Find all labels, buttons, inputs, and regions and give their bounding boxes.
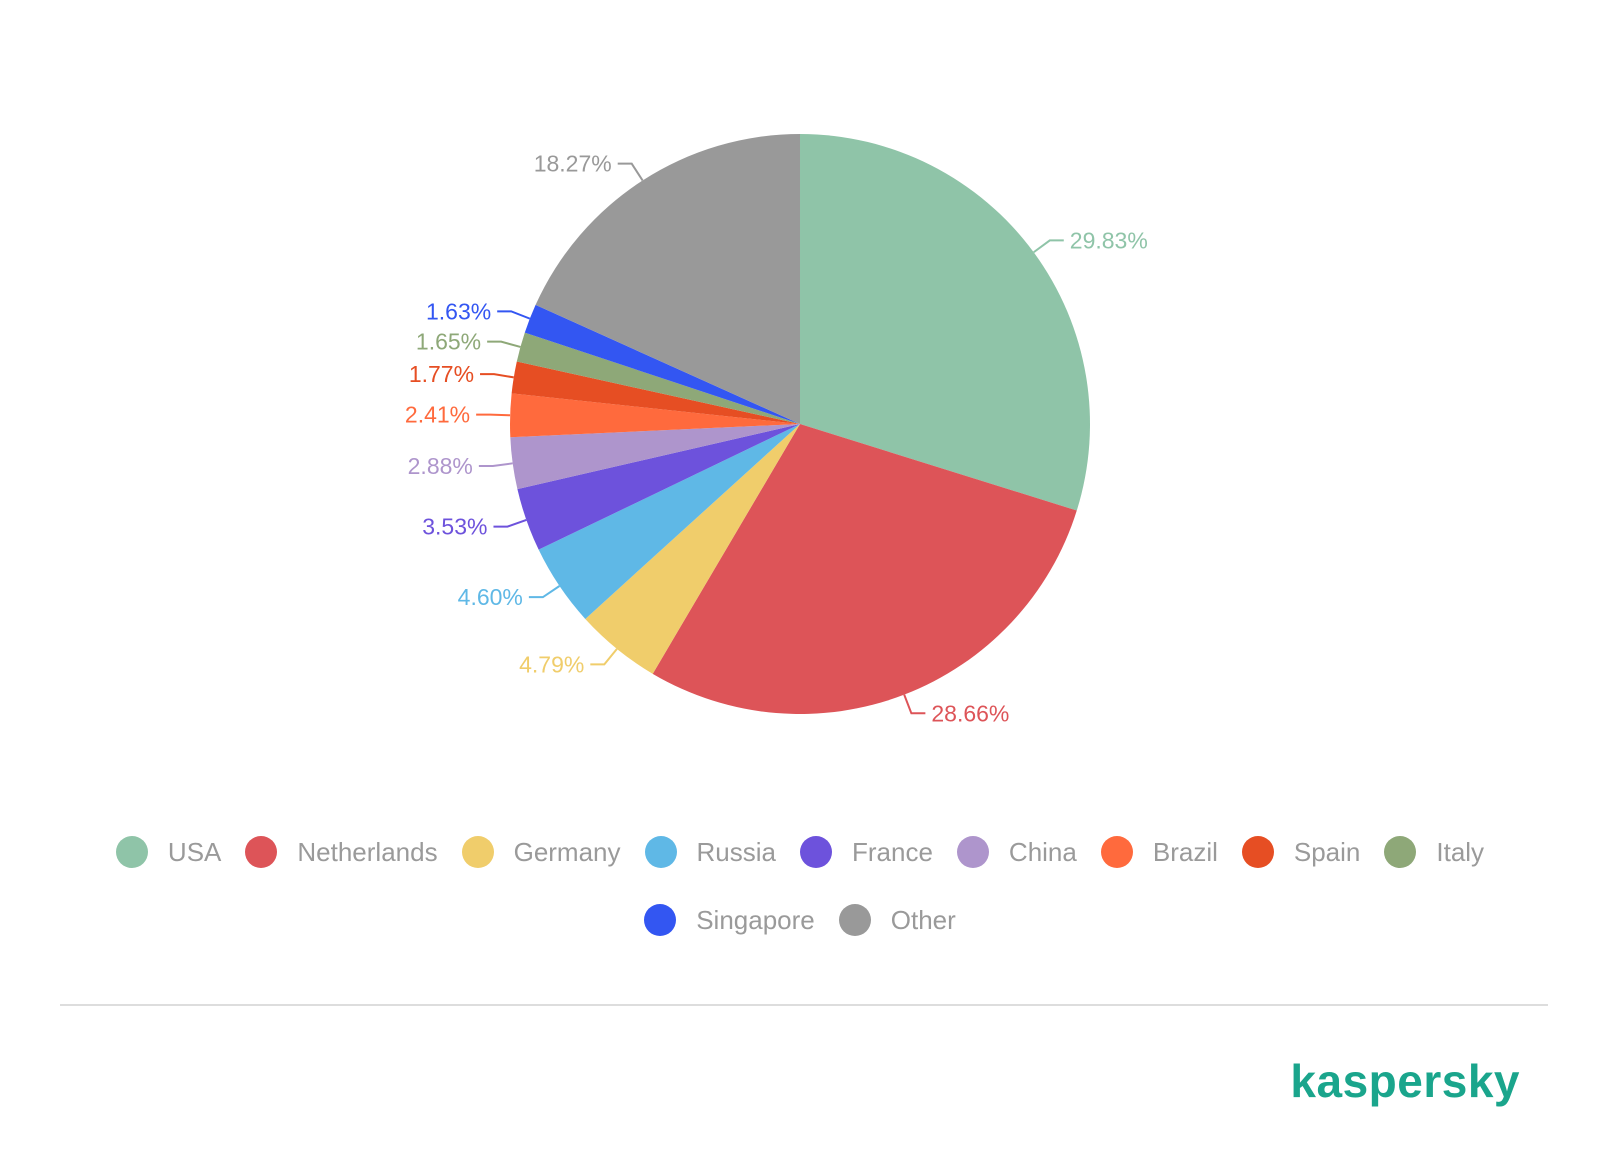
leader-line-usa — [1033, 239, 1064, 254]
legend-swatch-usa — [115, 836, 148, 868]
legend-label-singapore: Singapore — [696, 904, 815, 935]
kaspersky-logo: kaspersky — [1290, 1055, 1520, 1107]
legend-label-brazil: Brazil — [1152, 836, 1218, 867]
legend-label-russia: Russia — [696, 836, 776, 867]
pie-chart-svg: 29.83% 28.66% 4.79% 4.60% 3.53% 2.88% 2.41% 1.7… — [405, 134, 1148, 726]
legend-item-netherlands: Netherlands — [245, 836, 438, 868]
pie-slice-russia — [538, 424, 800, 619]
data-label-russia: 4.60% — [458, 584, 523, 610]
legend-swatch-france — [800, 836, 832, 868]
pie-slice-spain — [511, 361, 800, 424]
pie-slice-singapore — [524, 304, 800, 424]
legend-swatch-brazil — [1100, 836, 1133, 868]
data-label-china: 2.88% — [408, 453, 473, 479]
data-label-germany: 4.79% — [519, 651, 584, 677]
leader-line-other — [617, 162, 644, 181]
legend-item-singapore: Singapore — [644, 904, 815, 936]
legend-item-brazil: Brazil — [1100, 836, 1218, 868]
legend-label-usa: USA — [167, 836, 222, 867]
legend-item-other: Other — [838, 904, 956, 936]
leader-line-spain — [480, 373, 514, 379]
data-label-brazil: 2.41% — [405, 402, 470, 428]
legend-item-germany: Germany — [461, 836, 621, 868]
data-label-other: 18.27% — [534, 151, 612, 177]
data-label-italy: 1.65% — [416, 329, 481, 355]
data-label-france: 3.53% — [422, 514, 487, 540]
leader-line-netherlands — [903, 694, 926, 715]
legend-label-germany: Germany — [513, 836, 621, 867]
legend-label-netherlands: Netherlands — [297, 836, 438, 867]
legend-label-china: China — [1008, 836, 1077, 867]
legend-label-spain: Spain — [1293, 836, 1361, 867]
legend-item-spain: Spain — [1241, 836, 1361, 868]
pie-slice-usa — [800, 134, 1090, 511]
leader-line-italy — [487, 340, 521, 348]
legend-swatch-netherlands — [245, 836, 278, 868]
data-label-spain: 1.77% — [409, 361, 474, 387]
leader-line-russia — [528, 585, 561, 599]
legend-swatch-singapore — [644, 904, 677, 936]
data-label-netherlands: 28.66% — [931, 700, 1009, 726]
legend-item-france: France — [800, 836, 933, 868]
legend-item-china: China — [956, 836, 1077, 868]
leader-line-china — [478, 462, 513, 468]
pie-slice-brazil — [510, 393, 800, 438]
legend-label-italy: Italy — [1436, 836, 1485, 867]
leader-line-germany — [590, 648, 618, 666]
legend-label-france: France — [852, 836, 933, 867]
legend-item-usa: USA — [115, 836, 222, 868]
pie-slice-other — [535, 134, 800, 424]
pie-slice-italy — [516, 332, 800, 424]
pie-slice-germany — [585, 424, 800, 674]
legend-swatch-italy — [1384, 836, 1417, 868]
pie-slice-france — [517, 424, 800, 550]
leader-line-brazil — [476, 413, 511, 417]
footer-divider — [60, 1004, 1548, 1006]
pie-slice-china — [510, 424, 800, 490]
pie-slice-netherlands — [652, 424, 1077, 714]
legend-item-italy: Italy — [1384, 836, 1484, 868]
legend-swatch-germany — [461, 836, 494, 868]
leader-line-france — [493, 519, 527, 528]
legend-label-other: Other — [890, 904, 956, 935]
legend-swatch-other — [838, 904, 871, 936]
legend-row-2: Singapore Other — [0, 904, 1600, 936]
legend-swatch-russia — [644, 836, 677, 868]
legend-swatch-spain — [1241, 836, 1274, 868]
legend-row-1: USA Netherlands Germany Russia France China Br… — [0, 836, 1600, 868]
leader-line-singapore — [497, 310, 531, 320]
data-label-usa: 29.83% — [1070, 227, 1148, 253]
legend-swatch-china — [956, 836, 989, 868]
pie-chart: 29.83% 28.66% 4.79% 4.60% 3.53% 2.88% 2.41% 1.7… — [405, 134, 1148, 726]
legend-item-russia: Russia — [644, 836, 776, 868]
data-label-singapore: 1.63% — [426, 298, 491, 324]
